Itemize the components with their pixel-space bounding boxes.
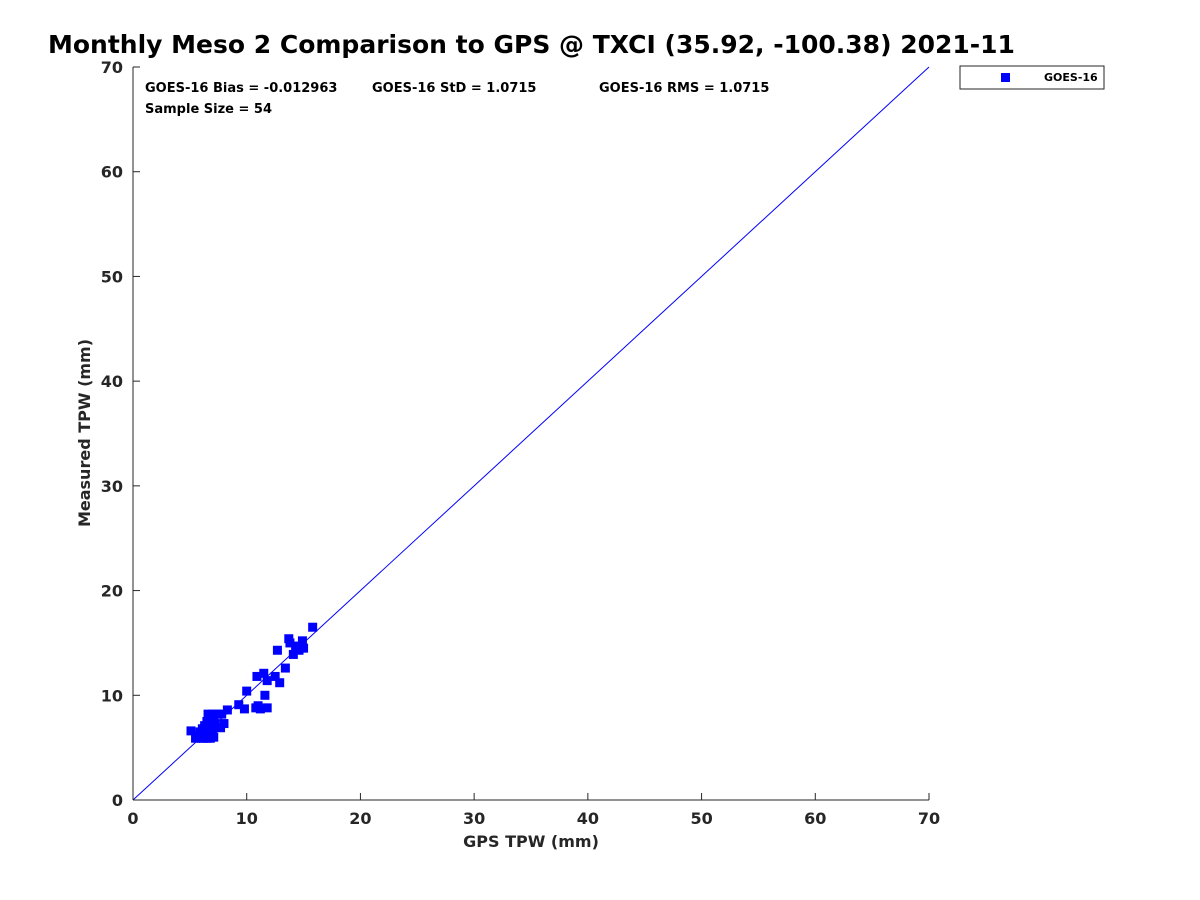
data-point [205,722,215,732]
legend-box [959,65,1105,90]
y-tick-label: 0 [112,791,123,810]
x-tick-label: 0 [127,809,138,828]
y-tick-label: 10 [101,686,123,705]
axis-ticks: 0 10 20 30 40 50 60 70 0 10 20 30 40 50 60 70 [101,58,940,828]
data-point [208,709,218,719]
data-point [280,663,290,673]
legend: GOES-16 [959,65,1105,90]
y-tick-label: 40 [101,372,123,391]
data-point [206,729,216,739]
reference-line-group [132,66,930,801]
data-point [199,733,209,743]
data-point [308,622,318,632]
x-tick-label: 10 [236,809,258,828]
data-point [201,723,211,733]
data-point [285,638,295,648]
x-tick-label: 70 [918,809,940,828]
data-point [186,726,196,736]
data-point [222,705,232,715]
data-point [259,668,269,678]
data-point [262,676,272,686]
sample-size-annotation: Sample Size = 54 [145,102,272,117]
legend-label: GOES-16 [1044,71,1098,84]
y-tick-label: 60 [101,163,123,182]
x-tick-label: 60 [804,809,826,828]
legend-marker [1001,73,1010,82]
x-tick-label: 50 [690,809,712,828]
chart-title: Monthly Meso 2 Comparison to GPS @ TXCI … [48,30,1015,59]
data-point [242,686,252,696]
x-axis-label: GPS TPW (mm) [463,832,599,851]
data-point [234,700,244,710]
data-point [239,704,249,714]
x-tick-label: 20 [349,809,371,828]
bias-annotation: GOES-16 Bias = -0.012963 [145,81,337,96]
data-point [212,709,222,719]
data-point [219,719,229,729]
std-annotation: GOES-16 StD = 1.0715 [372,81,536,96]
y-tick-label: 20 [101,582,123,601]
x-tick-label: 30 [463,809,485,828]
y-tick-label: 30 [101,477,123,496]
data-point [217,709,227,719]
rms-annotation: GOES-16 RMS = 1.0715 [599,81,769,96]
data-point [260,690,270,700]
y-tick-label: 70 [101,58,123,77]
x-tick-label: 40 [577,809,599,828]
y-axis-label: Measured TPW (mm) [75,339,94,527]
axes-frame [132,67,929,801]
data-point [209,715,219,725]
data-point [255,704,265,714]
data-points [186,622,318,743]
data-point [288,649,298,659]
data-point [270,671,280,681]
data-point [275,678,285,688]
data-point [272,645,282,655]
data-point [299,643,309,653]
y-tick-label: 50 [101,267,123,286]
data-point [262,703,272,713]
data-point [297,636,307,646]
one-to-one-line [132,66,930,801]
data-point [202,716,212,726]
data-point [252,671,262,681]
